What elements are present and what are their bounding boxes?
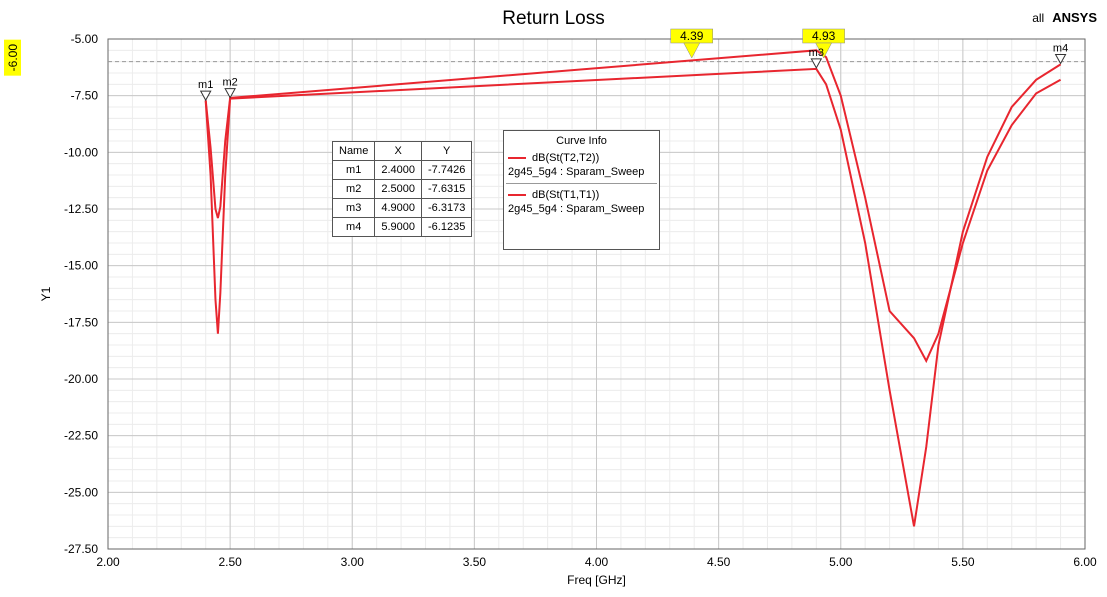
crossing-flag-pointer — [815, 42, 833, 59]
cell: m2 — [331, 179, 376, 199]
x-tick-label: 4.50 — [707, 555, 731, 569]
brand-prefix: all — [1032, 11, 1045, 25]
cell: m3 — [331, 198, 376, 218]
legend-series-source: 2g45_5g4 : Sparam_Sweep — [508, 166, 645, 178]
y-tick-label: -25.00 — [64, 485, 98, 499]
legend-series-name: dB(St(T2,T2)) — [532, 152, 600, 164]
cell: 5.9000 — [374, 217, 422, 237]
marker-table[interactable]: Name X Y m1 2.4000 -7.7426 m2 2.5000 -7.… — [331, 141, 473, 237]
marker-label: m1 — [198, 79, 213, 91]
y-tick-label: -7.50 — [71, 89, 99, 103]
marker-table-header: Name X Y — [331, 141, 473, 161]
x-tick-label: 2.00 — [96, 555, 120, 569]
cell: -7.7426 — [420, 160, 473, 180]
brand-label: all ANSYS — [1032, 10, 1097, 25]
x-tick-label: 2.50 — [218, 555, 242, 569]
series-line — [204, 63, 1062, 527]
crossing-flag-pointer — [683, 42, 701, 59]
marker-label: m4 — [1053, 42, 1068, 54]
marker-triangle — [810, 58, 823, 69]
legend-line-swatch — [508, 157, 526, 160]
reference-flag — [4, 39, 21, 76]
chart-title: Return Loss — [502, 8, 605, 29]
cell: -7.6315 — [420, 179, 473, 199]
marker-label: m2 — [222, 77, 237, 89]
y-tick-label: -27.50 — [64, 542, 98, 556]
y-tick-label: -15.00 — [64, 259, 98, 273]
cell: 2.4000 — [374, 160, 422, 180]
marker-triangle — [199, 90, 212, 102]
cell: m1 — [331, 160, 376, 180]
marker-label: m3 — [809, 47, 824, 59]
reference-line-label: -6.00 — [6, 44, 20, 72]
cell: m4 — [331, 217, 376, 237]
cell: -6.1235 — [420, 217, 473, 237]
legend-series-name: dB(St(T1,T1)) — [532, 189, 600, 201]
legend-series-source: 2g45_5g4 : Sparam_Sweep — [508, 203, 645, 215]
legend-entry[interactable]: dB(St(T1,T1)) 2g45_5g4 : Sparam_Sweep — [504, 188, 659, 216]
plot-frame — [107, 38, 1086, 550]
marker-triangle — [224, 88, 236, 99]
col-y: Y — [420, 141, 473, 161]
cell: 4.9000 — [374, 198, 422, 218]
legend-divider — [506, 183, 657, 184]
curve-info-legend[interactable]: Curve Info dB(St(T2,T2)) 2g45_5g4 : Spar… — [503, 130, 660, 250]
series-line — [204, 49, 1062, 364]
crossing-flag-label: 4.93 — [812, 29, 836, 43]
table-row: m4 5.9000 -6.1235 — [331, 217, 473, 237]
marker-triangle — [1054, 53, 1067, 65]
cell: 2.5000 — [374, 179, 422, 199]
x-tick-label: 3.00 — [341, 555, 365, 569]
y-axis-label: Y1 — [39, 286, 53, 301]
brand-name: ANSYS — [1052, 10, 1097, 25]
legend-entry[interactable]: dB(St(T2,T2)) 2g45_5g4 : Sparam_Sweep — [504, 151, 659, 179]
y-tick-label: -12.50 — [64, 202, 98, 216]
curve-info-header: Curve Info — [556, 135, 607, 147]
x-tick-label: 3.50 — [463, 555, 487, 569]
x-axis-label: Freq [GHz] — [567, 573, 626, 587]
y-tick-label: -10.00 — [64, 145, 98, 159]
table-row: m2 2.5000 -7.6315 — [331, 179, 473, 199]
crossing-flag-label: 4.39 — [680, 29, 704, 43]
x-tick-label: 5.00 — [829, 555, 853, 569]
y-tick-label: -22.50 — [64, 429, 98, 443]
x-tick-label: 5.50 — [951, 555, 975, 569]
cell: -6.3173 — [420, 198, 473, 218]
y-tick-label: -5.00 — [71, 32, 99, 46]
y-tick-label: -20.00 — [64, 372, 98, 386]
col-x: X — [374, 141, 422, 161]
col-name: Name — [331, 141, 376, 161]
table-row: m1 2.4000 -7.7426 — [331, 160, 473, 180]
x-tick-label: 6.00 — [1073, 555, 1097, 569]
x-tick-label: 4.00 — [585, 555, 609, 569]
table-row: m3 4.9000 -6.3173 — [331, 198, 473, 218]
y-tick-label: -17.50 — [64, 315, 98, 329]
legend-line-swatch — [508, 194, 526, 197]
